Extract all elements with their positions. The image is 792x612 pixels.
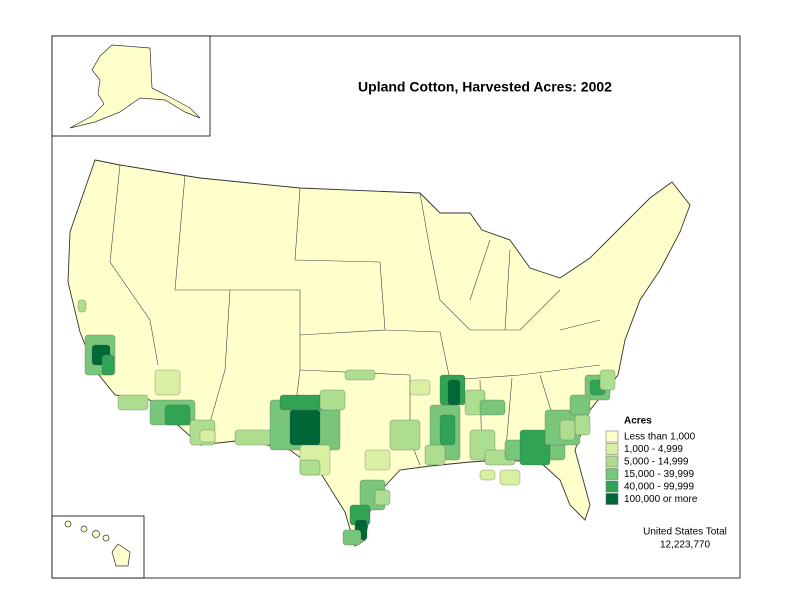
legend-swatch xyxy=(605,468,619,480)
cotton-area xyxy=(439,414,456,446)
legend-label: 5,000 - 14,999 xyxy=(624,457,689,468)
cotton-area xyxy=(344,369,376,381)
cotton-area xyxy=(299,459,321,476)
cotton-area xyxy=(117,394,149,411)
alaska xyxy=(69,44,201,129)
legend-swatch xyxy=(605,493,619,505)
legend-label: 40,000 - 99,999 xyxy=(624,482,694,493)
cotton-area xyxy=(101,354,115,376)
cotton-area xyxy=(574,414,591,436)
cotton-area xyxy=(519,429,551,466)
cotton-area xyxy=(479,469,496,481)
legend-title: Acres xyxy=(624,416,652,427)
legend-label: 15,000 - 39,999 xyxy=(624,469,694,480)
total-label: United States Total xyxy=(643,527,727,538)
total-value: 12,223,770 xyxy=(660,540,710,551)
cotton-area xyxy=(154,369,181,396)
map-title: Upland Cotton, Harvested Acres: 2002 xyxy=(358,79,612,95)
legend-swatch xyxy=(605,455,619,468)
cotton-area xyxy=(389,419,421,451)
cotton-area xyxy=(569,394,591,416)
cotton-area xyxy=(424,444,446,466)
hawaii xyxy=(64,520,131,567)
cotton-area xyxy=(289,409,321,446)
cotton-areas xyxy=(77,299,616,546)
legend-label: Less than 1,000 xyxy=(624,432,696,443)
cotton-area xyxy=(342,529,362,546)
cotton-area xyxy=(499,469,521,486)
legend-swatch xyxy=(605,443,619,455)
cotton-area xyxy=(77,299,87,313)
legend-label: 100,000 or more xyxy=(624,494,698,505)
cotton-area xyxy=(164,404,191,426)
cotton-area xyxy=(234,429,276,446)
cotton-area xyxy=(319,389,346,411)
cotton-area xyxy=(364,449,391,471)
cotton-area xyxy=(409,379,431,396)
cotton-area xyxy=(374,489,391,506)
legend-label: 1,000 - 4,999 xyxy=(624,444,683,455)
cotton-area xyxy=(479,399,506,416)
legend-swatch xyxy=(605,430,619,443)
state-borders xyxy=(109,164,601,466)
cotton-area xyxy=(559,419,576,441)
cotton-area xyxy=(599,369,616,391)
cotton-area xyxy=(447,379,461,406)
legend-swatch xyxy=(605,480,619,493)
cotton-area xyxy=(199,429,216,443)
